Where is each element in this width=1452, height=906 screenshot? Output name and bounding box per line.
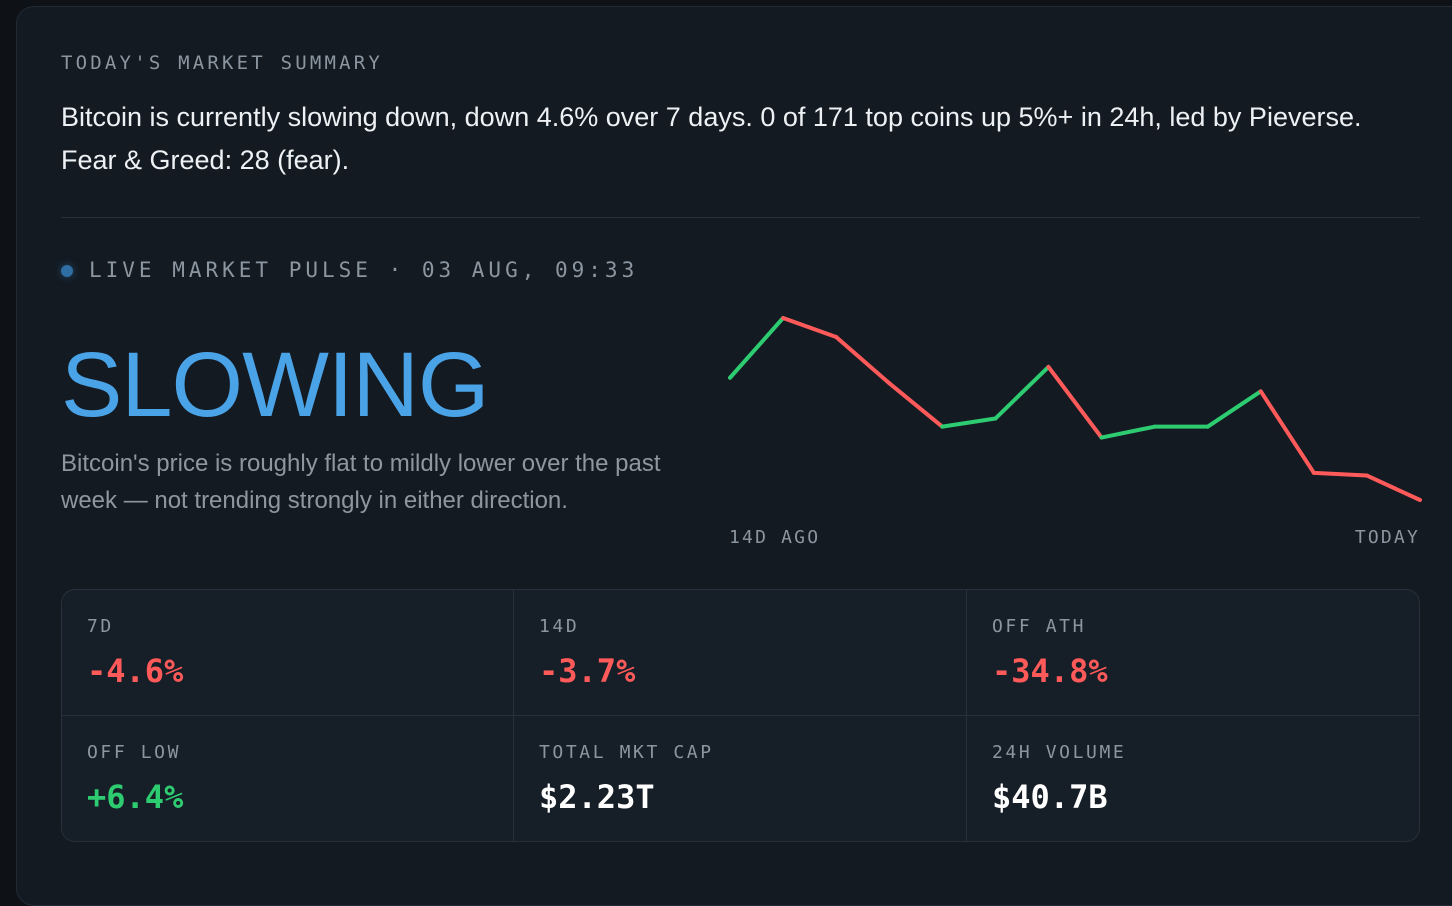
sparkline-segment bbox=[993, 364, 1051, 421]
stats-grid: 7D -4.6% 14D -3.7% OFF ATH -34.8% OFF LO… bbox=[61, 589, 1420, 842]
divider bbox=[61, 217, 1420, 218]
price-sparkline bbox=[728, 316, 1422, 502]
sparkline-segment bbox=[887, 381, 945, 429]
stat-14d: 14D -3.7% bbox=[514, 590, 967, 716]
sparkline-segment bbox=[1258, 389, 1316, 475]
sparkline-segment bbox=[940, 416, 998, 429]
stat-label: 7D bbox=[87, 616, 114, 637]
stat-off-low: OFF LOW +6.4% bbox=[62, 716, 514, 841]
stat-off-ath: OFF ATH -34.8% bbox=[967, 590, 1419, 716]
stat-value: -4.6% bbox=[87, 652, 184, 690]
summary-label: TODAY'S MARKET SUMMARY bbox=[61, 52, 384, 74]
stat-value: -3.7% bbox=[539, 652, 636, 690]
stat-value: $40.7B bbox=[992, 778, 1108, 816]
sparkline-segment bbox=[1364, 473, 1422, 502]
sparkline-segment bbox=[1099, 424, 1157, 440]
sparkline-segment bbox=[1205, 389, 1263, 429]
live-dot-icon bbox=[61, 265, 73, 277]
stat-label: TOTAL MKT CAP bbox=[539, 742, 714, 763]
sparkline-segment bbox=[728, 316, 786, 380]
summary-text: Bitcoin is currently slowing down, down … bbox=[61, 102, 1362, 175]
sparkline-segment bbox=[1046, 364, 1104, 440]
sparkline-segment bbox=[781, 316, 839, 340]
sparkline-segment bbox=[1311, 470, 1369, 478]
stat-label: OFF LOW bbox=[87, 742, 182, 763]
status-word: SLOWING bbox=[61, 334, 489, 436]
stat-label: 14D bbox=[539, 616, 580, 637]
stat-value: $2.23T bbox=[539, 778, 655, 816]
stat-label: 24H VOLUME bbox=[992, 742, 1127, 763]
stat-7d: 7D -4.6% bbox=[62, 590, 514, 716]
stat-24h-volume: 24H VOLUME $40.7B bbox=[967, 716, 1419, 841]
stat-value: +6.4% bbox=[87, 778, 184, 816]
x-axis-end-label: TODAY bbox=[1354, 527, 1420, 548]
sparkline-segment bbox=[834, 335, 892, 386]
stat-value: -34.8% bbox=[992, 652, 1108, 690]
stat-total-mkt-cap: TOTAL MKT CAP $2.23T bbox=[514, 716, 967, 841]
pulse-label: LIVE MARKET PULSE · 03 AUG, 09:33 bbox=[89, 258, 639, 282]
stat-label: OFF ATH bbox=[992, 616, 1087, 637]
x-axis-start-label: 14D AGO bbox=[729, 527, 821, 548]
status-description: Bitcoin's price is roughly flat to mildl… bbox=[61, 450, 661, 514]
